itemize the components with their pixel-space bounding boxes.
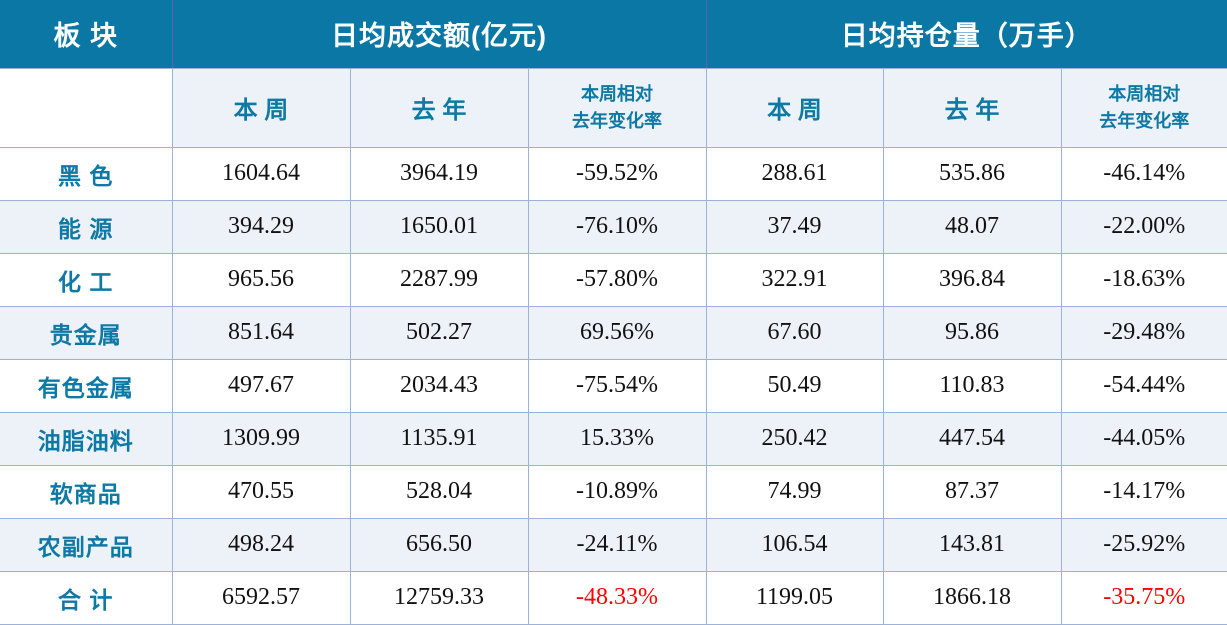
oi-last-year-header: 去 年 [882,67,1062,148]
group-header-row: 板 块 日均成交额(亿元) 日均持仓量（万手） [0,0,1227,69]
value-cell: 50.49 [705,358,884,413]
value-cell: 502.27 [349,305,529,360]
value-cell: 37.49 [705,199,884,254]
value-cell: 322.91 [705,252,884,307]
value-cell: 48.07 [882,199,1062,254]
value-cell: 1199.05 [705,570,884,625]
turnover-group-header: 日均成交额(亿元) [171,0,707,69]
value-cell: 396.84 [882,252,1062,307]
value-cell: 2287.99 [349,252,529,307]
value-cell: 1866.18 [882,570,1062,625]
value-cell: -29.48% [1060,305,1227,360]
change-header-line1: 本周相对 [581,84,653,105]
value-cell: -10.89% [527,464,707,519]
value-cell: 498.24 [171,517,351,572]
sector-cell: 有色金属 [0,358,173,413]
value-cell: 528.04 [349,464,529,519]
value-cell: -46.14% [1060,146,1227,201]
value-cell: -75.54% [527,358,707,413]
value-cell: 15.33% [527,411,707,466]
value-cell: -25.92% [1060,517,1227,572]
value-cell: -24.11% [527,517,707,572]
sector-cell: 贵金属 [0,305,173,360]
value-cell: 394.29 [171,199,351,254]
value-cell: -44.05% [1060,411,1227,466]
value-cell: 851.64 [171,305,351,360]
sector-cell: 油脂油料 [0,411,173,466]
value-cell: 87.37 [882,464,1062,519]
value-cell: 1604.64 [171,146,351,201]
value-cell: 12759.33 [349,570,529,625]
value-cell: 470.55 [171,464,351,519]
table-row: 油脂油料 1309.99 1135.91 15.33% 250.42 447.54 -44.… [0,411,1227,466]
open-interest-group-header: 日均持仓量（万手） [705,0,1227,69]
table-row: 软商品 470.55 528.04 -10.89% 74.99 87.37 -14.17% [0,464,1227,519]
sector-cell: 化 工 [0,252,173,307]
corner-blank-cell [0,67,173,148]
change-header-line1: 本周相对 [1108,84,1181,105]
value-cell: -35.75% [1060,570,1227,625]
value-cell: 656.50 [349,517,529,572]
value-cell: 6592.57 [171,570,351,625]
turnover-this-week-header: 本 周 [171,67,351,148]
value-cell: -22.00% [1060,199,1227,254]
value-cell: 74.99 [705,464,884,519]
table-row: 能 源 394.29 1650.01 -76.10% 37.49 48.07 -22.00% [0,199,1227,254]
sector-column-header: 板 块 [0,0,173,69]
total-row: 合 计 6592.57 12759.33 -48.33% 1199.05 1866.18-… [0,570,1227,625]
sector-cell: 农副产品 [0,517,173,572]
table-row: 农副产品 498.24 656.50 -24.11% 106.54 143.81 -25.9… [0,517,1227,572]
value-cell: 110.83 [882,358,1062,413]
sector-cell: 合 计 [0,570,173,625]
value-cell: 143.81 [882,517,1062,572]
value-cell: 106.54 [705,517,884,572]
value-cell: 95.86 [882,305,1062,360]
change-header-line2: 去年变化率 [572,110,662,131]
table-row: 黑 色 1604.64 3964.19 -59.52% 288.61 535.86 -46.… [0,146,1227,201]
value-cell: 447.54 [882,411,1062,466]
value-cell: 497.67 [171,358,351,413]
turnover-change-rate-header: 本周相对 去年变化率 [527,67,707,148]
value-cell: -59.52% [527,146,707,201]
value-cell: -54.44% [1060,358,1227,413]
value-cell: -76.10% [527,199,707,254]
change-header-line2: 去年变化率 [1099,110,1190,131]
value-cell: 535.86 [882,146,1062,201]
sector-cell: 黑 色 [0,146,173,201]
value-cell: -48.33% [527,570,707,625]
value-cell: 67.60 [705,305,884,360]
value-cell: 1650.01 [349,199,529,254]
value-cell: 250.42 [705,411,884,466]
oi-change-rate-header: 本周相对 去年变化率 [1060,67,1227,148]
value-cell: -18.63% [1060,252,1227,307]
value-cell: 965.56 [171,252,351,307]
sector-cell: 能 源 [0,199,173,254]
table-row: 有色金属 497.67 2034.43 -75.54% 50.49 110.83 -54.4… [0,358,1227,413]
value-cell: 288.61 [705,146,884,201]
value-cell: -14.17% [1060,464,1227,519]
value-cell: 1135.91 [349,411,529,466]
sub-header-row: 本 周 去 年 本周相对 去年变化率 本 周 去 年 本周相对 去年变化率 [0,67,1227,148]
table-row: 贵金属 851.64 502.27 69.56% 67.60 95.86 -29.48% [0,305,1227,360]
table-row: 化 工 965.56 2287.99 -57.80% 322.91 396.84 -18.6… [0,252,1227,307]
value-cell: 69.56% [527,305,707,360]
value-cell: 1309.99 [171,411,351,466]
oi-this-week-header: 本 周 [705,67,884,148]
sector-cell: 软商品 [0,464,173,519]
value-cell: 3964.19 [349,146,529,201]
turnover-last-year-header: 去 年 [349,67,529,148]
value-cell: 2034.43 [349,358,529,413]
value-cell: -57.80% [527,252,707,307]
